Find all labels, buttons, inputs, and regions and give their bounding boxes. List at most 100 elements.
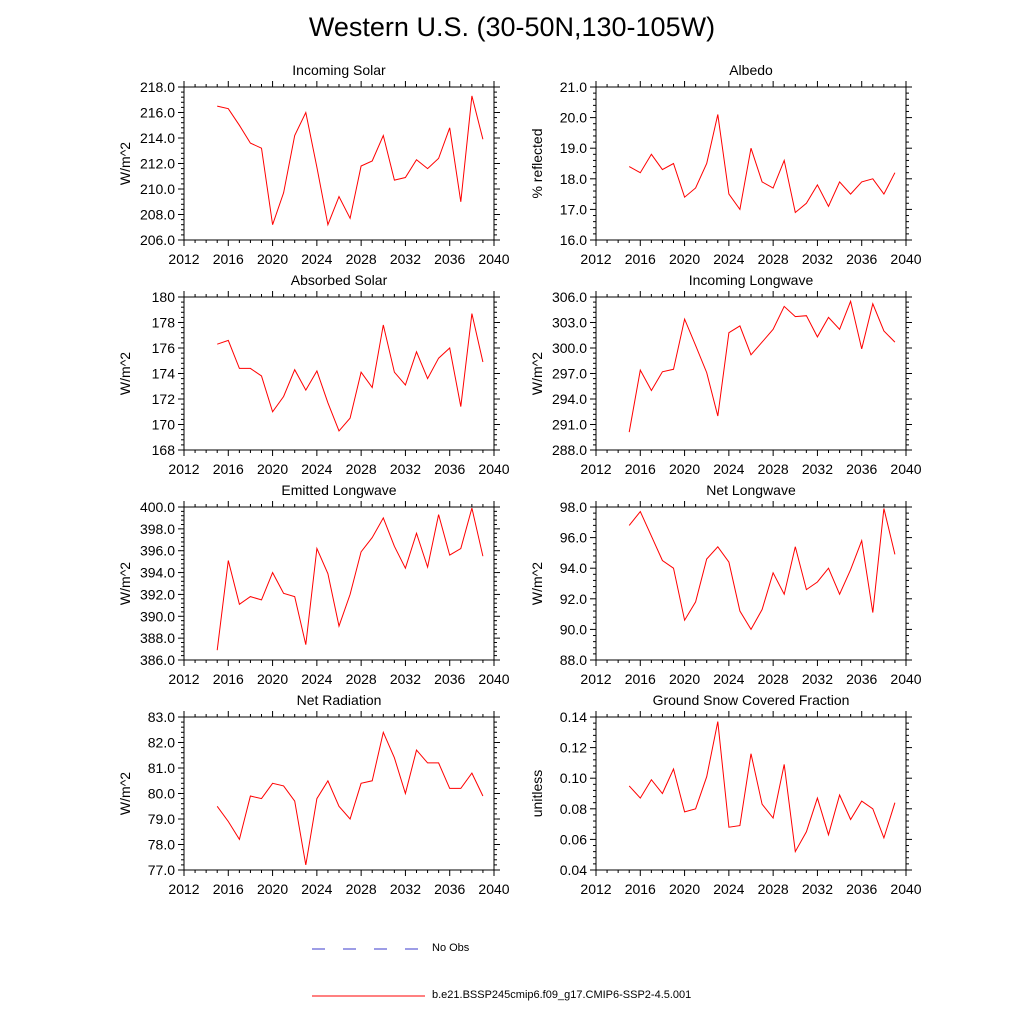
x-tick-label: 2028 <box>346 461 377 477</box>
x-tick-label: 2016 <box>213 461 244 477</box>
x-tick-label: 2016 <box>625 251 656 267</box>
x-tick-label: 2012 <box>168 671 199 687</box>
y-axis-label: W/m^2 <box>117 772 133 815</box>
x-tick-label: 2032 <box>802 461 833 477</box>
y-tick-label: 174 <box>152 366 176 382</box>
y-tick-label: 96.0 <box>560 530 587 546</box>
series-line <box>628 299 896 433</box>
y-tick-label: 16.0 <box>560 232 587 248</box>
panel-title: Albedo <box>729 62 773 78</box>
x-tick-label: 2032 <box>390 671 421 687</box>
y-tick-label: 300.0 <box>552 340 587 356</box>
plot-frame <box>183 86 495 241</box>
x-tick-label: 2020 <box>669 881 700 897</box>
x-tick-label: 2020 <box>669 671 700 687</box>
series-line <box>628 721 896 854</box>
y-axis-label: W/m^2 <box>529 562 545 605</box>
chart-panel: 2012 2016 2020 2024 2028 2032 2036 2040 16.0 17.0… <box>529 62 922 267</box>
panel-title: Ground Snow Covered Fraction <box>653 692 850 708</box>
y-tick-label: 0.12 <box>560 740 587 756</box>
y-tick-label: 216.0 <box>140 105 175 121</box>
x-tick-label: 2028 <box>758 461 789 477</box>
x-tick-label: 2020 <box>257 251 288 267</box>
x-tick-label: 2024 <box>713 671 744 687</box>
x-tick-label: 2012 <box>168 251 199 267</box>
y-tick-label: 208.0 <box>140 207 175 223</box>
y-tick-label: 0.06 <box>560 831 587 847</box>
chart-panel: 2012 2016 2020 2024 2028 2032 2036 2040 88.0 90.0… <box>529 482 922 687</box>
y-tick-label: 80.0 <box>148 786 175 802</box>
y-tick-label: 392.0 <box>140 586 175 602</box>
x-tick-label: 2024 <box>301 251 332 267</box>
y-tick-label: 180 <box>152 289 176 305</box>
x-tick-label: 2016 <box>625 881 656 897</box>
y-tick-label: 390.0 <box>140 608 175 624</box>
y-axis-label: W/m^2 <box>117 562 133 605</box>
y-tick-label: 214.0 <box>140 130 175 146</box>
x-tick-label: 2024 <box>301 461 332 477</box>
chart-panel: 2012 2016 2020 2024 2028 2032 2036 2040 168 170 17… <box>117 272 510 477</box>
y-tick-label: 400.0 <box>140 499 175 515</box>
series-line <box>628 508 896 631</box>
panel-title: Emitted Longwave <box>281 482 396 498</box>
y-tick-label: 206.0 <box>140 232 175 248</box>
y-tick-label: 79.0 <box>148 811 175 827</box>
x-tick-label: 2032 <box>390 251 421 267</box>
x-tick-label: 2040 <box>478 671 509 687</box>
y-tick-label: 18.0 <box>560 171 587 187</box>
y-tick-label: 306.0 <box>552 289 587 305</box>
series-line <box>217 95 484 227</box>
plot-frame <box>183 506 495 661</box>
chart-panel: 2012 2016 2020 2024 2028 2032 2036 2040 288.0 291… <box>529 272 922 477</box>
chart-panel: 2012 2016 2020 2024 2028 2032 2036 2040 0.04 0.06… <box>529 692 922 897</box>
y-tick-label: 170 <box>152 417 176 433</box>
y-tick-label: 394.0 <box>140 565 175 581</box>
panel-title: Absorbed Solar <box>291 272 388 288</box>
x-tick-label: 2040 <box>890 461 921 477</box>
y-axis-label: W/m^2 <box>117 142 133 185</box>
x-tick-label: 2012 <box>580 461 611 477</box>
y-tick-label: 19.0 <box>560 140 587 156</box>
y-tick-label: 168 <box>152 442 176 458</box>
series-line <box>217 313 484 432</box>
x-tick-label: 2012 <box>580 671 611 687</box>
x-tick-label: 2036 <box>846 461 877 477</box>
plot-frame <box>183 296 495 451</box>
chart-panel: 2012 2016 2020 2024 2028 2032 2036 2040 386.0 388… <box>117 482 510 687</box>
x-tick-label: 2028 <box>758 671 789 687</box>
y-axis-label: % reflected <box>529 128 545 198</box>
x-tick-label: 2024 <box>713 881 744 897</box>
x-tick-label: 2040 <box>890 251 921 267</box>
y-tick-label: 386.0 <box>140 652 175 668</box>
plot-frame <box>183 716 495 871</box>
y-tick-label: 78.0 <box>148 837 175 853</box>
y-tick-label: 77.0 <box>148 862 175 878</box>
x-tick-label: 2028 <box>346 881 377 897</box>
x-tick-label: 2024 <box>713 251 744 267</box>
y-tick-label: 218.0 <box>140 79 175 95</box>
x-tick-label: 2032 <box>802 251 833 267</box>
y-tick-label: 176 <box>152 340 176 356</box>
x-tick-label: 2012 <box>168 881 199 897</box>
chart-panel: 2012 2016 2020 2024 2028 2032 2036 2040 206.0 208… <box>117 62 510 267</box>
y-tick-label: 17.0 <box>560 201 587 217</box>
x-tick-label: 2024 <box>301 881 332 897</box>
x-tick-label: 2028 <box>758 881 789 897</box>
y-tick-label: 88.0 <box>560 652 587 668</box>
series-line <box>628 114 896 214</box>
y-tick-label: 212.0 <box>140 156 175 172</box>
chart-panel: 2012 2016 2020 2024 2028 2032 2036 2040 77.0 78.0… <box>117 692 510 897</box>
x-tick-label: 2040 <box>478 461 509 477</box>
x-tick-label: 2016 <box>213 671 244 687</box>
y-tick-label: 0.10 <box>560 770 587 786</box>
y-tick-label: 291.0 <box>552 417 587 433</box>
series-line <box>216 507 484 651</box>
x-tick-label: 2040 <box>478 881 509 897</box>
series-line <box>216 730 484 865</box>
y-tick-label: 210.0 <box>140 181 175 197</box>
panel-title: Net Radiation <box>297 692 382 708</box>
y-tick-label: 20.0 <box>560 110 587 126</box>
x-tick-label: 2028 <box>346 671 377 687</box>
x-tick-label: 2016 <box>625 461 656 477</box>
x-tick-label: 2036 <box>434 461 465 477</box>
